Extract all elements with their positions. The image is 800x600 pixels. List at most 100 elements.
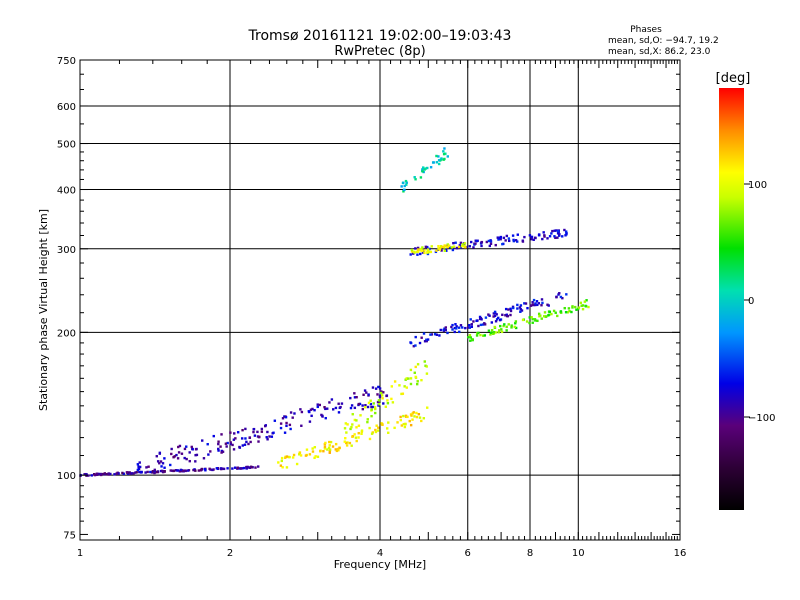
data-point bbox=[404, 415, 408, 418]
data-point bbox=[540, 298, 544, 301]
data-point bbox=[371, 431, 375, 434]
data-point bbox=[170, 447, 173, 451]
data-point bbox=[523, 235, 526, 239]
x-axis-label: Frequency [MHz] bbox=[334, 558, 426, 571]
data-point bbox=[281, 466, 284, 469]
data-point bbox=[340, 402, 344, 405]
data-point bbox=[377, 399, 381, 402]
x-tick-label: 16 bbox=[674, 548, 687, 559]
data-point bbox=[543, 311, 547, 314]
data-point bbox=[313, 456, 316, 460]
data-point bbox=[289, 411, 293, 414]
data-point bbox=[324, 407, 327, 411]
data-point bbox=[207, 453, 210, 456]
data-point bbox=[379, 391, 383, 395]
data-point bbox=[424, 167, 427, 170]
data-point bbox=[331, 445, 335, 448]
data-point bbox=[245, 466, 248, 469]
data-point bbox=[410, 248, 414, 252]
data-point bbox=[507, 239, 511, 243]
data-point bbox=[512, 239, 516, 243]
data-point bbox=[328, 449, 332, 453]
y-tick-label: 200 bbox=[57, 328, 76, 339]
data-point bbox=[501, 242, 504, 246]
data-point bbox=[371, 405, 375, 409]
data-point bbox=[581, 304, 585, 307]
data-point bbox=[516, 240, 519, 243]
data-point bbox=[446, 331, 449, 335]
data-point bbox=[240, 437, 244, 440]
data-point bbox=[328, 440, 331, 444]
data-point bbox=[145, 466, 148, 469]
data-point bbox=[461, 244, 464, 248]
data-point bbox=[169, 463, 172, 467]
data-point bbox=[178, 444, 182, 448]
data-points bbox=[79, 147, 590, 477]
data-point bbox=[386, 401, 390, 405]
data-point bbox=[257, 465, 260, 468]
data-point bbox=[422, 332, 426, 335]
data-point bbox=[497, 238, 500, 241]
data-point bbox=[479, 333, 482, 337]
data-point bbox=[374, 407, 377, 411]
data-point bbox=[372, 402, 375, 405]
data-point bbox=[348, 441, 352, 445]
data-point bbox=[405, 181, 408, 184]
data-point bbox=[239, 467, 243, 470]
data-point bbox=[470, 240, 473, 244]
data-point bbox=[125, 471, 129, 474]
data-point bbox=[487, 313, 490, 316]
data-point bbox=[419, 176, 423, 179]
data-point bbox=[138, 461, 141, 464]
data-point bbox=[435, 333, 439, 336]
data-point bbox=[541, 237, 544, 241]
data-point bbox=[134, 471, 137, 474]
data-point bbox=[447, 244, 451, 247]
data-point bbox=[373, 406, 377, 409]
data-point bbox=[412, 344, 416, 348]
data-point bbox=[374, 387, 378, 390]
data-point bbox=[260, 430, 264, 433]
data-point bbox=[418, 416, 422, 419]
data-point bbox=[194, 448, 198, 451]
data-point bbox=[405, 377, 409, 380]
data-point bbox=[555, 229, 558, 232]
data-point bbox=[272, 431, 275, 434]
data-point bbox=[425, 339, 428, 343]
data-point bbox=[412, 250, 416, 253]
data-point bbox=[390, 385, 393, 388]
data-point bbox=[279, 464, 283, 467]
data-point bbox=[360, 432, 363, 435]
data-point bbox=[421, 168, 424, 171]
data-point bbox=[346, 441, 349, 444]
data-point bbox=[107, 472, 110, 475]
data-point bbox=[365, 391, 368, 394]
data-point bbox=[338, 446, 341, 449]
data-point bbox=[437, 162, 441, 166]
data-point bbox=[511, 234, 515, 237]
data-point bbox=[546, 303, 549, 306]
data-point bbox=[284, 456, 287, 459]
data-point bbox=[443, 249, 446, 252]
data-point bbox=[470, 323, 473, 326]
data-point bbox=[536, 319, 539, 323]
data-point bbox=[550, 312, 553, 316]
data-point bbox=[494, 243, 497, 247]
data-point bbox=[422, 417, 426, 420]
data-point bbox=[550, 232, 553, 235]
data-point bbox=[565, 232, 568, 235]
data-point bbox=[543, 235, 546, 238]
data-point bbox=[232, 438, 236, 441]
data-point bbox=[416, 363, 420, 366]
data-point bbox=[418, 341, 422, 345]
data-point bbox=[264, 424, 267, 427]
data-point bbox=[215, 467, 218, 470]
data-point bbox=[387, 421, 390, 424]
data-point bbox=[559, 310, 563, 313]
data-point bbox=[328, 451, 331, 454]
data-point bbox=[423, 360, 426, 363]
data-point bbox=[512, 238, 515, 242]
data-point bbox=[344, 437, 347, 440]
data-point bbox=[224, 442, 228, 445]
data-point bbox=[360, 429, 364, 432]
